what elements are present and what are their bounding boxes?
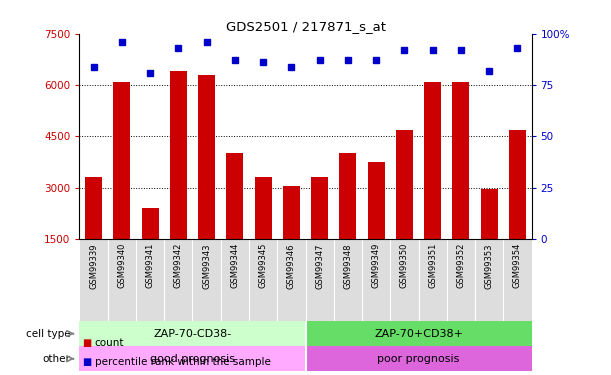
Text: ■: ■ [82,357,92,367]
Bar [79,346,306,371]
Bar [424,82,441,239]
Text: ZAP-70-CD38-: ZAP-70-CD38- [153,328,232,339]
Title: GDS2501 / 217871_s_at: GDS2501 / 217871_s_at [225,20,386,33]
Text: GSM99348: GSM99348 [343,243,353,289]
Bar [452,82,469,239]
Text: GSM99346: GSM99346 [287,243,296,289]
Text: ■: ■ [82,338,92,348]
Text: GSM99352: GSM99352 [456,243,466,288]
Bar [311,177,328,239]
Text: GSM99349: GSM99349 [371,243,381,288]
Bar [283,186,300,239]
Bar [85,177,102,239]
Bar [368,162,385,239]
Bar [198,75,215,239]
Text: GSM99342: GSM99342 [174,243,183,288]
Text: GSM99347: GSM99347 [315,243,324,289]
Text: GSM99343: GSM99343 [202,243,211,289]
Bar [509,129,526,239]
Text: count: count [95,338,124,348]
Bar [255,177,271,239]
Text: GSM99344: GSM99344 [230,243,240,288]
Bar [306,346,532,371]
Text: poor prognosis: poor prognosis [378,354,459,364]
Text: GSM99354: GSM99354 [513,243,522,288]
Bar [306,321,532,346]
Bar [114,82,130,239]
Text: other: other [43,354,70,364]
Text: GSM99340: GSM99340 [117,243,126,288]
Text: GSM99351: GSM99351 [428,243,437,288]
Text: percentile rank within the sample: percentile rank within the sample [95,357,271,367]
Bar [340,153,356,239]
Text: GSM99339: GSM99339 [89,243,98,289]
Text: ZAP-70+CD38+: ZAP-70+CD38+ [374,328,463,339]
Bar [481,189,497,239]
Text: good prognosis: good prognosis [150,354,235,364]
Bar [79,321,306,346]
Text: GSM99353: GSM99353 [485,243,494,289]
Bar [396,129,413,239]
Text: GSM99345: GSM99345 [258,243,268,288]
Text: cell type: cell type [26,328,70,339]
Bar [142,208,159,239]
Bar [170,71,187,239]
Bar [227,153,243,239]
Text: GSM99350: GSM99350 [400,243,409,288]
Text: GSM99341: GSM99341 [145,243,155,288]
